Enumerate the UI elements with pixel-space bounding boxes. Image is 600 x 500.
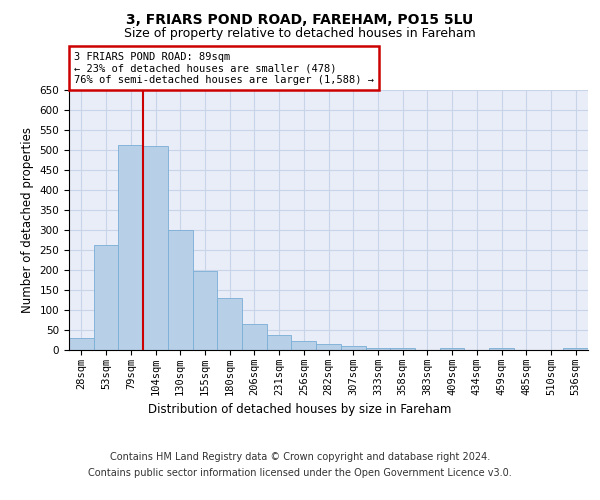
Text: Contains HM Land Registry data © Crown copyright and database right 2024.: Contains HM Land Registry data © Crown c…: [110, 452, 490, 462]
Bar: [94, 245, 118, 350]
Bar: [341, 346, 365, 350]
Bar: [316, 344, 341, 350]
Bar: [118, 145, 143, 350]
Text: Size of property relative to detached houses in Fareham: Size of property relative to detached ho…: [124, 28, 476, 40]
Bar: [390, 348, 415, 350]
Bar: [193, 271, 217, 350]
Bar: [440, 348, 464, 350]
Bar: [365, 348, 390, 350]
Text: 3 FRIARS POND ROAD: 89sqm
← 23% of detached houses are smaller (478)
76% of semi: 3 FRIARS POND ROAD: 89sqm ← 23% of detac…: [74, 52, 374, 85]
Bar: [217, 298, 242, 350]
Bar: [563, 348, 588, 350]
Text: Distribution of detached houses by size in Fareham: Distribution of detached houses by size …: [148, 402, 452, 415]
Text: Contains public sector information licensed under the Open Government Licence v3: Contains public sector information licen…: [88, 468, 512, 477]
Bar: [168, 230, 193, 350]
Bar: [292, 341, 316, 350]
Bar: [242, 324, 267, 350]
Y-axis label: Number of detached properties: Number of detached properties: [21, 127, 34, 313]
Text: 3, FRIARS POND ROAD, FAREHAM, PO15 5LU: 3, FRIARS POND ROAD, FAREHAM, PO15 5LU: [127, 12, 473, 26]
Bar: [267, 335, 292, 350]
Bar: [489, 348, 514, 350]
Bar: [143, 146, 168, 350]
Bar: [69, 338, 94, 350]
